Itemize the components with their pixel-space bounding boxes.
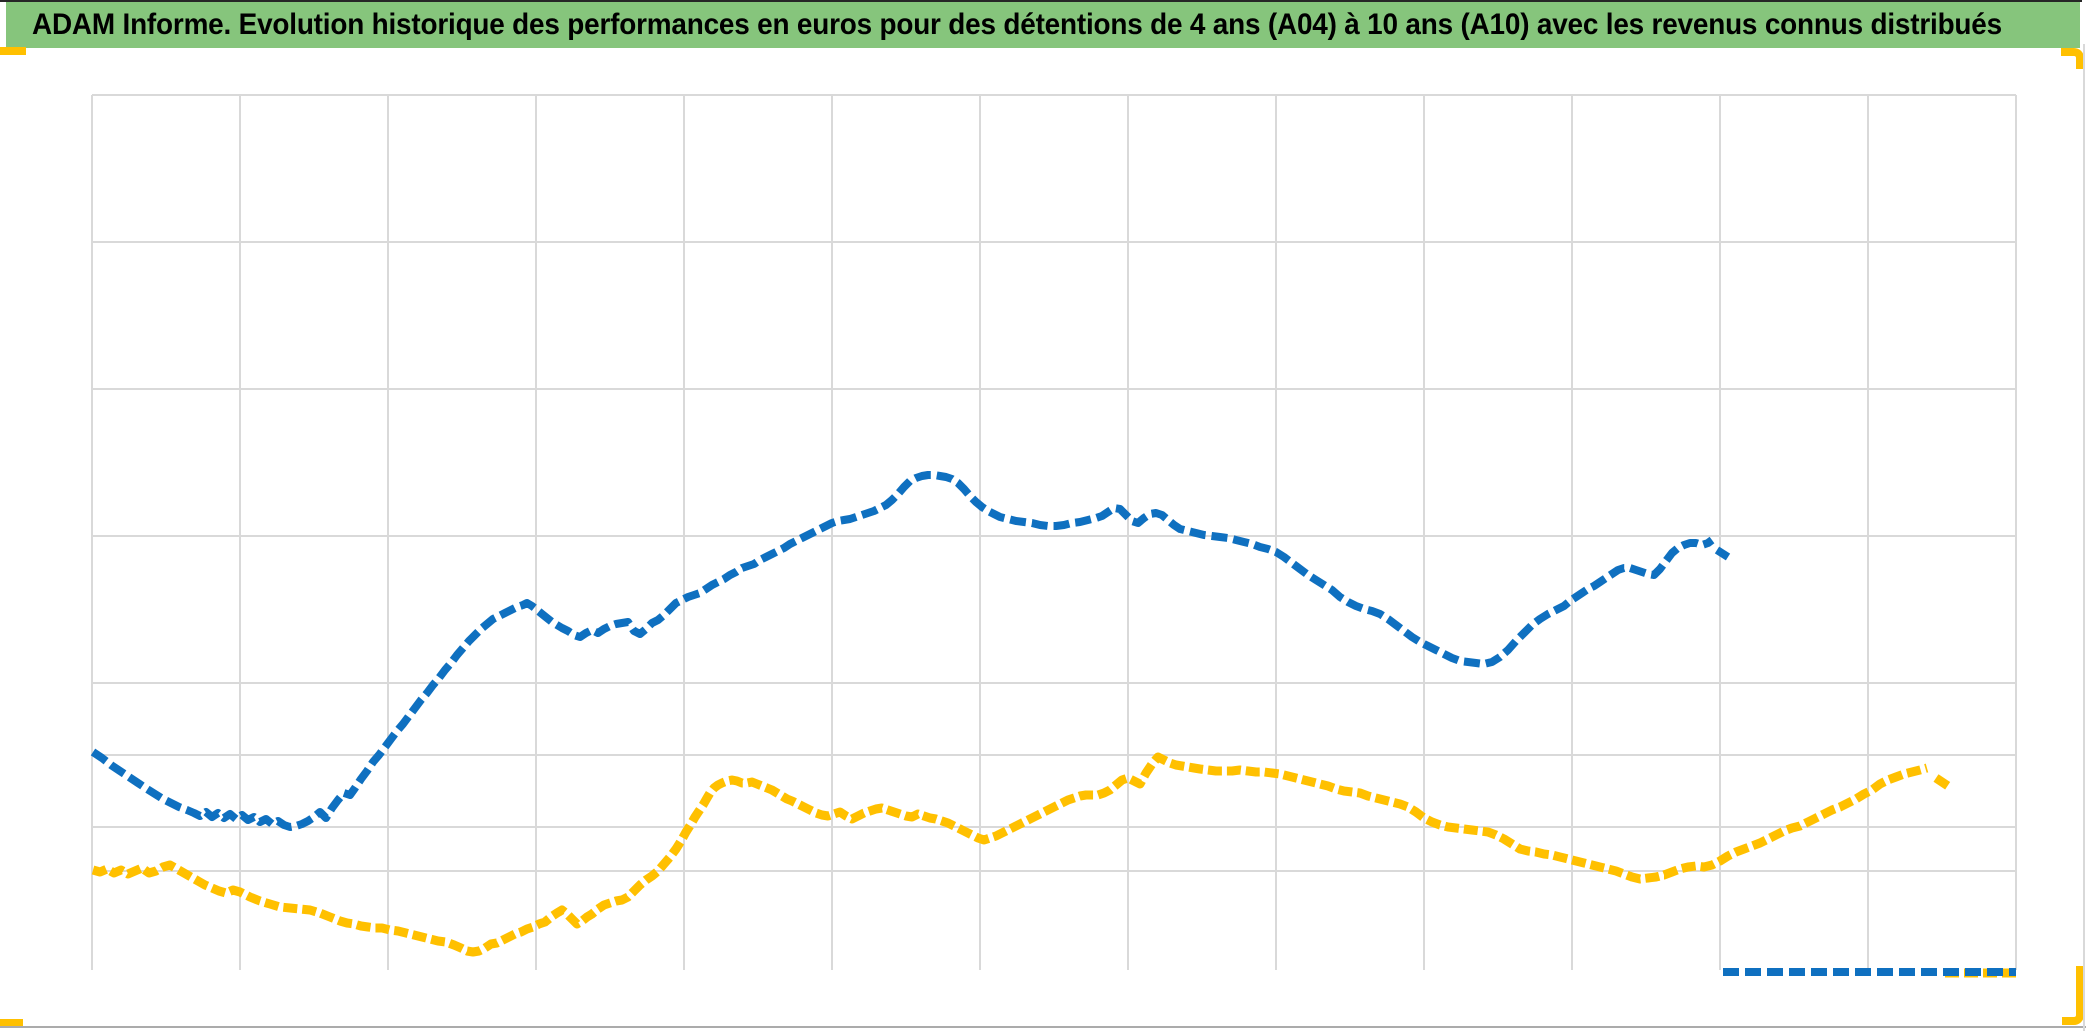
gridlines (91, 94, 2017, 970)
window-top-border (0, 0, 2082, 2)
window-right-border (2083, 44, 2085, 1031)
yellow-frame-corner-bottom-left (0, 1019, 23, 1028)
blue-upper-series-segment-2 (1714, 546, 1731, 561)
blue-upper-series-segment-1 (90, 471, 1715, 831)
chart-title: ADAM Informe. Evolution historique des p… (32, 8, 2002, 41)
gold-lower-series-segment-1 (91, 752, 1929, 957)
gold-lower-series-segment-2 (1933, 774, 1951, 790)
yellow-frame-corner-bottom-right (2062, 966, 2084, 1025)
yellow-frame-corner-top-right (2061, 48, 2084, 69)
yellow-frame-corner-top-left (0, 47, 26, 55)
window-bottom-border (0, 1026, 2086, 1028)
chart-title-bar: ADAM Informe. Evolution historique des p… (6, 2, 2080, 48)
